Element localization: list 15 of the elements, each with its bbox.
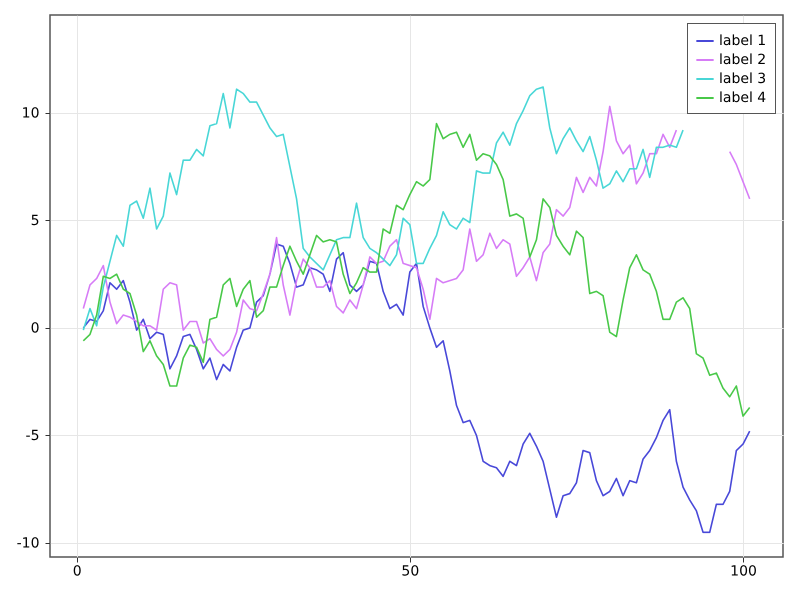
y-tick-label: -10	[16, 536, 40, 552]
line-series	[82, 86, 684, 331]
y-tick-label: -5	[26, 428, 40, 444]
x-tick-label: 0	[72, 564, 82, 580]
legend-label: label 4	[719, 90, 766, 106]
legend-label: label 3	[719, 71, 766, 87]
y-tick-label: 0	[30, 320, 40, 336]
legend-label: label 2	[719, 52, 766, 68]
line-series	[82, 243, 750, 534]
x-tick-label: 50	[401, 564, 420, 580]
y-tick-label: 10	[22, 105, 40, 122]
line-series	[82, 122, 750, 417]
legend-label: label 1	[719, 33, 766, 49]
y-tick-label: 5	[30, 212, 40, 229]
x-tick-label: 100	[730, 564, 757, 580]
